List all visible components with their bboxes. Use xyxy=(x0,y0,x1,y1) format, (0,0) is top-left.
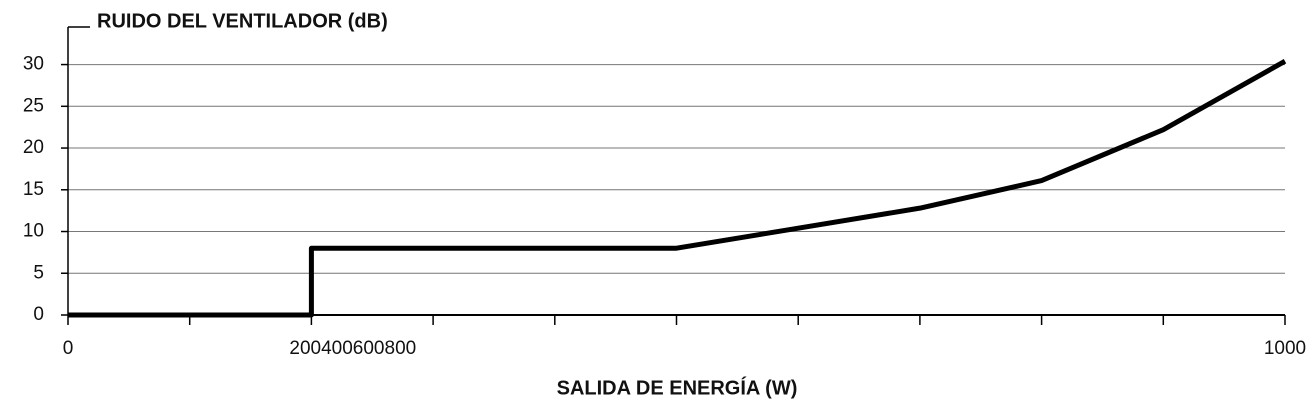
x-tick-label: 600 xyxy=(353,338,385,359)
y-tick-label: 20 xyxy=(23,137,44,158)
y-tick-label: 15 xyxy=(23,179,44,200)
y-axis-title: RUIDO DEL VENTILADOR (dB) xyxy=(97,10,388,32)
x-tick-label: 1000 xyxy=(1264,338,1306,359)
y-tick-label: 30 xyxy=(23,54,44,75)
x-axis-title: SALIDA DE ENERGÍA (W) xyxy=(557,376,798,399)
data-line xyxy=(68,59,1287,318)
y-tick-label: 10 xyxy=(23,221,44,242)
y-tick-label: 25 xyxy=(23,95,44,116)
x-tick-label: 200 xyxy=(289,338,321,359)
x-tick-label: 0 xyxy=(63,338,74,359)
y-tick-label: 5 xyxy=(33,262,44,283)
y-tick-label: 0 xyxy=(33,304,44,325)
x-tick-label: 400 xyxy=(321,338,353,359)
x-tick-label: 800 xyxy=(385,338,417,359)
